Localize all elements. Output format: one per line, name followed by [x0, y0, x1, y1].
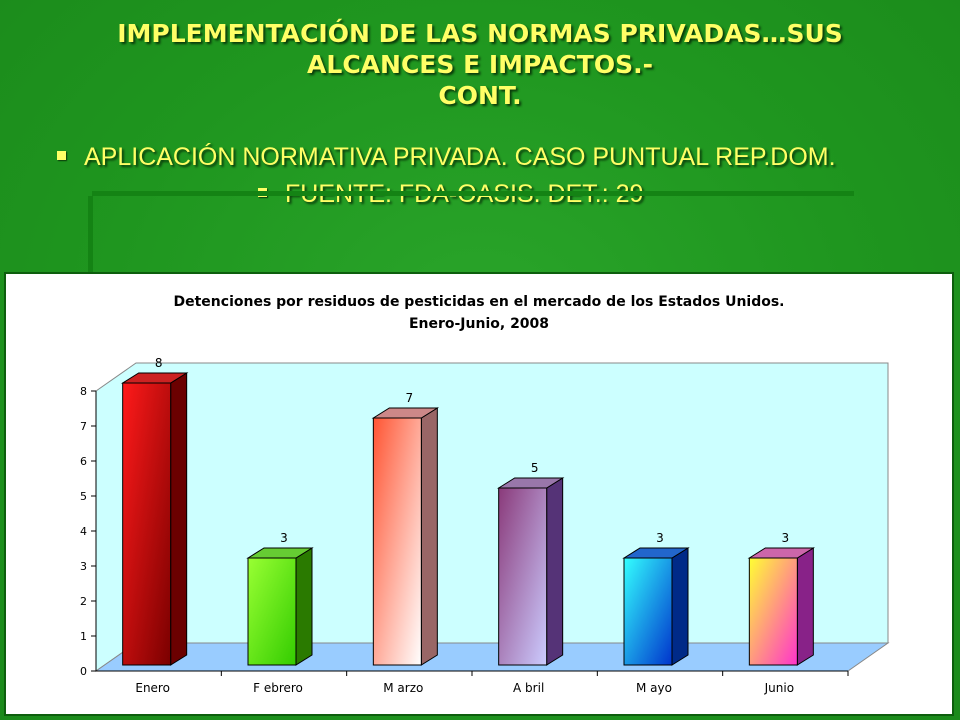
y-tick-label: 2: [80, 595, 87, 608]
bar-value-label: 5: [531, 461, 539, 475]
bar-side-face: [671, 547, 689, 666]
slide-title-line-1: IMPLEMENTACIÓN DE LAS NORMAS PRIVADAS…SU…: [117, 19, 843, 48]
bar-front-face: [623, 557, 673, 666]
bar-febrero: [246, 547, 314, 666]
y-tick-label: 1: [80, 630, 87, 643]
bullet-text-aplicacion: APLICACIÓN NORMATIVA PRIVADA. CASO PUNTU…: [84, 143, 836, 171]
x-tick-label: M arzo: [383, 681, 423, 695]
bullet-item-aplicacion: APLICACIÓN NORMATIVA PRIVADA. CASO PUNTU…: [57, 142, 836, 172]
x-tick-label: Junio: [764, 681, 794, 695]
y-tick-label: 0: [80, 665, 87, 678]
chart-frame: Detenciones por residuos de pesticidas e…: [4, 272, 954, 716]
decorative-rule-vertical: [88, 196, 93, 276]
bar-value-label: 3: [656, 531, 664, 545]
bar-front-face: [122, 382, 172, 666]
bar-value-label: 3: [782, 531, 790, 545]
square-bullet-icon: [57, 150, 66, 160]
bar-value-label: 8: [155, 356, 163, 370]
bar-mayo: [622, 547, 690, 666]
x-tick-label: F ebrero: [253, 681, 303, 695]
x-tick-label: Enero: [135, 681, 170, 695]
y-tick-label: 7: [80, 420, 87, 433]
x-tick-label: A bril: [513, 681, 544, 695]
bar-junio: [747, 547, 816, 666]
slide-title: IMPLEMENTACIÓN DE LAS NORMAS PRIVADAS…SU…: [0, 18, 960, 111]
bar-front-face: [372, 417, 422, 666]
y-tick-label: 5: [80, 490, 87, 503]
bar-front-face: [748, 557, 798, 666]
chart-subtitle: Enero-Junio, 2008: [409, 316, 549, 332]
bar-side-face: [170, 372, 188, 666]
decorative-rule-horizontal: [92, 191, 854, 196]
y-tick-label: 6: [80, 455, 87, 468]
bar-abril: [496, 477, 565, 666]
bar-front-face: [498, 487, 548, 666]
bar-chart: Detenciones por residuos de pesticidas e…: [80, 294, 890, 695]
slide-title-line-3: CONT.: [438, 81, 522, 110]
y-tick-label: 3: [80, 560, 87, 573]
y-tick-label: 8: [80, 385, 87, 398]
x-tick-label: M ayo: [636, 681, 672, 695]
y-tick-label: 4: [80, 525, 87, 538]
bar-side-face: [295, 547, 313, 666]
bar-side-face: [420, 407, 438, 666]
slide-title-line-2: ALCANCES E IMPACTOS.-: [307, 50, 653, 79]
chart-title: Detenciones por residuos de pesticidas e…: [174, 294, 785, 310]
bar-enero: [120, 372, 189, 666]
bar-value-label: 3: [280, 531, 288, 545]
bar-side-face: [546, 477, 564, 666]
bar-side-face: [796, 547, 814, 666]
bar-front-face: [247, 557, 297, 666]
bar-marzo: [371, 407, 440, 666]
bar-value-label: 7: [406, 391, 414, 405]
